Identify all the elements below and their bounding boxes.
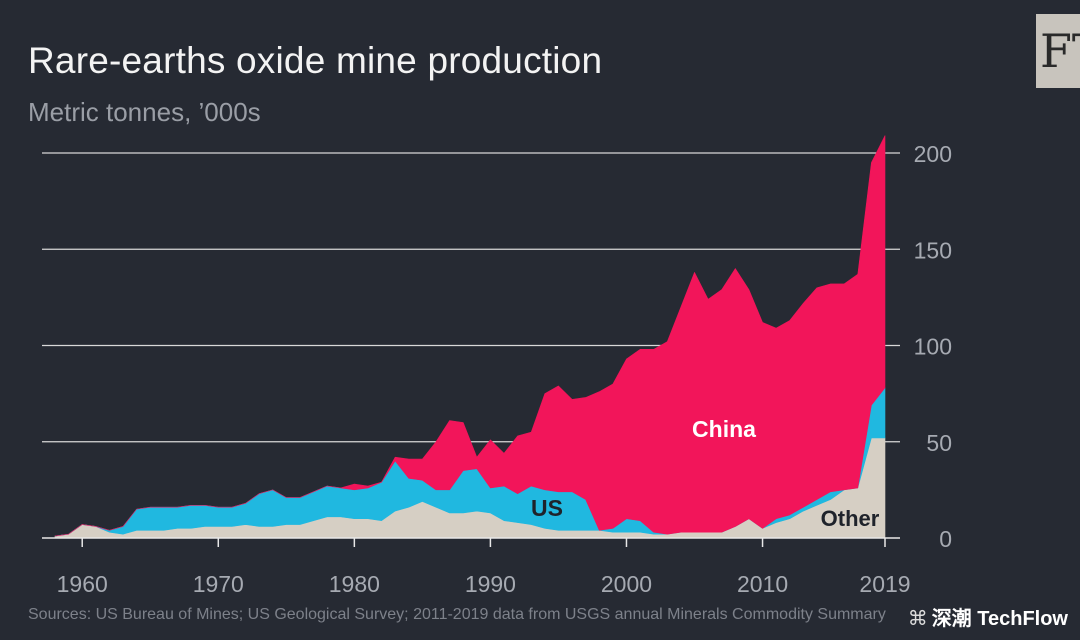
x-tick-label-1990: 1990 [465, 571, 516, 597]
ft-logo: FT [1036, 14, 1080, 88]
series-label-us: US [531, 495, 563, 521]
y-tick-label-50: 50 [926, 430, 952, 456]
y-tick-label-100: 100 [914, 334, 952, 360]
x-tick-label-2000: 2000 [601, 571, 652, 597]
techflow-watermark: ⌘ 深潮 TechFlow [908, 602, 1068, 631]
x-tick-label-1970: 1970 [193, 571, 244, 597]
chart-title: Rare-earths oxide mine production [28, 40, 603, 81]
x-tick-label-2019: 2019 [859, 571, 910, 597]
x-tick-label-2010: 2010 [737, 571, 788, 597]
series-label-china: China [692, 416, 756, 442]
x-tick-label-1960: 1960 [57, 571, 108, 597]
watermark-text: 深潮 TechFlow [931, 608, 1068, 630]
rare-earths-area-chart: 0 50 100 150 200 1960 1970 1980 1990 2000 2010 2019… [42, 135, 952, 597]
x-tick-label-1980: 1980 [329, 571, 380, 597]
techflow-logo-icon: ⌘ [907, 608, 928, 630]
source-note: Sources: US Bureau of Mines; US Geologic… [28, 606, 886, 623]
area-china [54, 135, 886, 537]
chart-subtitle: Metric tonnes, ’000s [28, 97, 261, 127]
y-tick-label-150: 150 [914, 237, 952, 263]
series-label-other: Other [821, 506, 880, 531]
y-tick-label-0: 0 [939, 526, 952, 552]
y-tick-label-200: 200 [914, 141, 952, 167]
